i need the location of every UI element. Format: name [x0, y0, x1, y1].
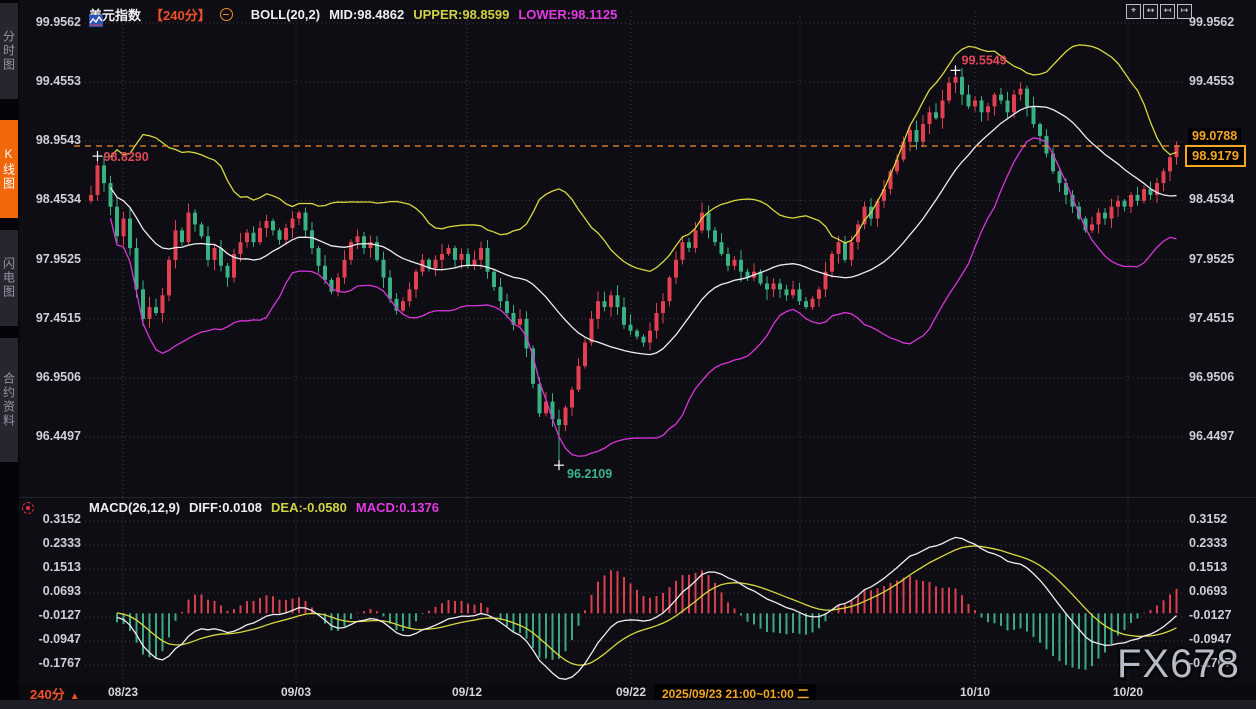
main-y-label-right: 97.4515	[1189, 310, 1235, 325]
chart-scrollbar[interactable]	[0, 700, 1256, 709]
x-axis-tick: 08/23	[107, 685, 139, 699]
period-text: 240分	[30, 687, 65, 702]
period-tag[interactable]: 【240分】	[150, 8, 211, 23]
main-chart-header: 美元指数 【240分】 BOLL(20,2) MID:98.4862 UPPER…	[89, 5, 618, 27]
main-y-label-right: 96.9506	[1189, 369, 1235, 384]
period-selector[interactable]: 240分 ▲	[30, 684, 80, 702]
zoom-horizontal-icon[interactable]: ↔	[1143, 4, 1158, 19]
macd-y-label-left: -0.0127	[38, 608, 81, 622]
time-axis: 2025/09/23 21:00~01:00 二 08/23 09/03 09/12…	[19, 684, 1256, 703]
boll-mid-value: MID:98.4862	[329, 7, 405, 22]
watermark: FX678	[1117, 642, 1240, 686]
main-y-label-left: 97.4515	[35, 310, 81, 325]
main-y-label-left: 97.9525	[35, 251, 81, 266]
main-y-label-left: 98.4534	[35, 192, 81, 207]
macd-y-label-right: 0.2333	[1189, 536, 1228, 550]
x-axis-tick: 10/20	[1112, 685, 1144, 699]
macd-indicator-label: MACD(26,12,9)	[89, 500, 181, 515]
annotation-first-high: 98.8290	[104, 150, 149, 164]
chart-toolbar: ⌖ ↔ ↤ ↦	[1126, 4, 1192, 19]
collapse-icon[interactable]	[219, 8, 233, 21]
macd-y-label-left: -0.1767	[38, 656, 81, 670]
x-axis-tick: 09/03	[280, 685, 312, 699]
main-y-label-left: 99.9562	[35, 15, 81, 29]
macd-y-label-right: 0.0693	[1189, 584, 1228, 598]
macd-y-label-right: 0.3152	[1189, 512, 1228, 526]
macd-y-label-left: 0.2333	[42, 536, 81, 550]
candlestick-chart[interactable]: 98.8290 99.5549 96.2109	[19, 0, 1256, 497]
boll-lower-value: LOWER:98.1125	[518, 7, 618, 22]
boll-upper-value: UPPER:98.8599	[413, 7, 510, 22]
annotation-period-low: 96.2109	[567, 467, 612, 481]
macd-y-label-right: -0.1767	[1189, 656, 1232, 670]
macd-y-label-right: -0.0947	[1189, 632, 1232, 646]
chart-type-sidebar: 分时图 K线图闪电图合约资料	[0, 0, 19, 709]
macd-y-label-right: 0.1513	[1189, 560, 1228, 574]
crosshair-fit-icon[interactable]: ⌖	[1126, 4, 1141, 19]
main-y-label-left: 99.4553	[35, 74, 81, 89]
macd-y-label-left: -0.0947	[38, 632, 81, 646]
main-y-label-right: 97.9525	[1189, 251, 1235, 266]
macd-diff-value: DIFF:0.0108	[189, 500, 263, 515]
main-y-label-left: 96.4497	[35, 428, 81, 443]
x-axis-tick: 09/22	[615, 685, 647, 699]
main-y-label-right: 98.4534	[1189, 192, 1235, 207]
scroll-left-icon[interactable]: ↤	[1160, 4, 1175, 19]
period-arrow-icon: ▲	[69, 691, 80, 702]
main-y-label-right: 99.4553	[1189, 74, 1235, 89]
boll-indicator-label: BOLL(20,2)	[250, 7, 321, 22]
macd-target-icon[interactable]	[22, 502, 34, 514]
main-y-label-left: 98.9543	[35, 133, 81, 148]
macd-header: MACD(26,12,9) DIFF:0.0108 DEA:-0.0580 MA…	[89, 500, 439, 515]
current-price-box: 98.9179	[1185, 145, 1246, 167]
main-y-label-left: 96.9506	[35, 369, 81, 384]
x-axis-tick: 09/12	[451, 685, 483, 699]
x-axis-tick: 10/10	[959, 685, 991, 699]
scroll-right-icon[interactable]: ↦	[1177, 4, 1192, 19]
upper-price-tag: 99.0788	[1188, 128, 1242, 144]
macd-dea-value: DEA:-0.0580	[271, 500, 347, 515]
macd-y-label-left: 0.0693	[42, 584, 81, 598]
sidebar-tab-2[interactable]: K线图	[0, 120, 18, 218]
sidebar-tab-3[interactable]: 闪电图	[0, 230, 18, 326]
macd-chart[interactable]	[19, 497, 1256, 685]
sidebar-tab-4[interactable]: 合约资料	[0, 338, 18, 462]
sidebar-tab-1[interactable]: 分时图	[0, 3, 18, 99]
macd-y-label-right: -0.0127	[1189, 608, 1232, 622]
macd-y-label-left: 0.1513	[42, 560, 81, 574]
macd-y-label-left: 0.3152	[42, 512, 81, 526]
selected-candle-date[interactable]: 2025/09/23 21:00~01:00 二	[655, 684, 817, 703]
main-y-label-right: 99.9562	[1189, 15, 1235, 29]
annotation-period-high: 99.5549	[962, 53, 1007, 67]
macd-macd-value: MACD:0.1376	[355, 500, 439, 515]
main-y-label-right: 96.4497	[1189, 428, 1235, 443]
